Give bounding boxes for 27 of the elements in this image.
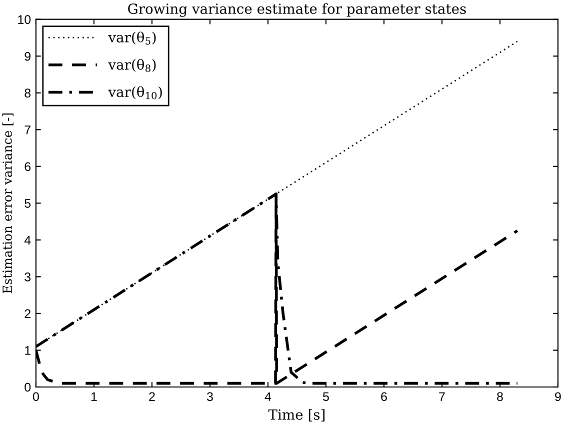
x-tick-label: 2: [149, 392, 155, 401]
y-tick-label: 2: [24, 309, 30, 318]
legend-label: var(θ$_{5}$): [108, 32, 156, 45]
x-tick-label: 7: [439, 392, 445, 401]
x-tick-label: 0: [32, 392, 39, 402]
legend-label: var(θ$_{10}$): [108, 86, 162, 100]
x-tick-label: 6: [381, 392, 387, 402]
y-tick-label: 9: [24, 52, 31, 61]
y-tick-label: 1: [25, 346, 30, 355]
y-tick-label: 3: [24, 272, 31, 282]
y-tick-label: 5: [24, 199, 31, 208]
y-tick-label: 6: [24, 162, 31, 172]
x-tick-label: 1: [91, 392, 97, 401]
y-tick-label: 7: [24, 126, 30, 134]
chart-title: Growing variance estimate for parameter states: [128, 3, 466, 17]
y-tick-label: 10: [18, 15, 31, 24]
x-tick-label: 5: [322, 392, 329, 402]
x-tick-label: 8: [497, 392, 503, 402]
y-tick-label: 0: [24, 382, 31, 392]
x-axis-title: Time [s]: [268, 409, 325, 422]
y-tick-label: 4: [24, 236, 31, 244]
x-tick-label: 4: [264, 392, 272, 401]
legend-label: var(θ$_{8}$): [108, 58, 156, 72]
y-axis-title: Estimation error variance [-]: [2, 113, 14, 294]
x-tick-label: 9: [555, 392, 561, 402]
y-tick-label: 8: [24, 88, 31, 98]
x-tick-label: 3: [206, 392, 213, 402]
